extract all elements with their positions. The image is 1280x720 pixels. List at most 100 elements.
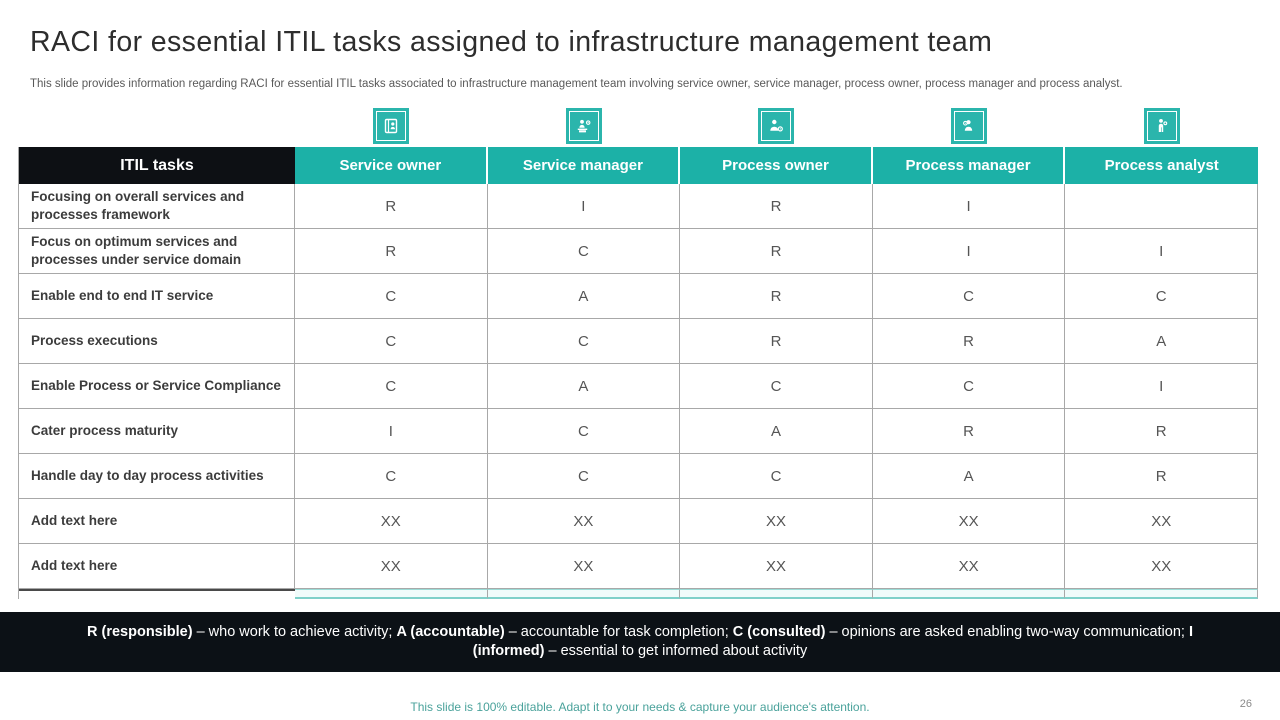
strip-cell (19, 589, 295, 599)
icon-spacer (18, 108, 295, 144)
raci-value-cell: C (1065, 274, 1258, 319)
table-row: Handle day to day process activities C C C A… (19, 454, 1258, 499)
process-manager-icon (951, 108, 988, 144)
table-row: Add text here XX XX XX XX XX (19, 499, 1258, 544)
raci-value-cell: A (680, 409, 873, 454)
raci-value-cell: XX (872, 544, 1066, 589)
raci-value-cell: A (487, 364, 681, 409)
page-number: 26 (1239, 698, 1252, 710)
task-cell: Handle day to day process activities (19, 454, 295, 499)
raci-value-cell: XX (680, 499, 873, 544)
raci-value-cell: R (295, 184, 488, 229)
raci-value-cell: XX (680, 544, 873, 589)
table-row: Process executions C C R R A (19, 319, 1258, 364)
raci-value-cell (1065, 184, 1258, 229)
header-cell: Process manager (872, 147, 1066, 184)
strip-cell (487, 589, 681, 599)
task-cell: Focus on optimum services and processes … (19, 229, 295, 274)
table-row: Focusing on overall services and process… (19, 184, 1258, 229)
task-cell: Add text here (19, 544, 295, 589)
header-cell: Service manager (487, 147, 681, 184)
strip-cell (295, 589, 488, 599)
raci-value-cell: R (295, 229, 488, 274)
raci-value-cell: R (680, 229, 873, 274)
raci-value-cell: R (680, 274, 873, 319)
legend-term: R (responsible) (87, 624, 193, 640)
table-row: Add text here XX XX XX XX XX (19, 544, 1258, 589)
raci-value-cell: XX (872, 499, 1066, 544)
raci-value-cell: R (872, 319, 1066, 364)
task-cell: Process executions (19, 319, 295, 364)
raci-value-cell: C (295, 274, 488, 319)
legend-term: I (informed) (472, 624, 1193, 659)
legend-definition: – accountable for task completion; (504, 624, 733, 640)
raci-value-cell: I (872, 184, 1066, 229)
raci-table: ITIL tasks Service owner Service manager Pr… (18, 147, 1258, 599)
task-cell: Enable end to end IT service (19, 274, 295, 319)
raci-legend-bar: R (responsible) – who work to achieve ac… (0, 612, 1280, 672)
legend-definition: – essential to get informed about activi… (544, 643, 808, 659)
raci-value-cell: C (295, 319, 488, 364)
raci-value-cell: C (295, 364, 488, 409)
process-owner-icon (758, 108, 795, 144)
raci-value-cell: I (1065, 229, 1258, 274)
legend-definition: – opinions are asked enabling two-way co… (825, 624, 1189, 640)
table-bottom-strip (19, 589, 1258, 599)
table-header-row: ITIL tasks Service owner Service manager Pr… (19, 147, 1258, 184)
raci-value-cell: A (1065, 319, 1258, 364)
process-analyst-icon (1143, 108, 1180, 144)
table-body: Focusing on overall services and process… (19, 184, 1258, 589)
raci-value-cell: XX (1065, 499, 1258, 544)
legend-term: C (consulted) (732, 624, 826, 640)
raci-value-cell: XX (487, 544, 681, 589)
raci-value-cell: C (680, 454, 873, 499)
header-cell: Process owner (680, 147, 873, 184)
task-cell: Enable Process or Service Compliance (19, 364, 295, 409)
raci-value-cell: XX (295, 544, 488, 589)
raci-value-cell: I (1065, 364, 1258, 409)
header-cell: Process analyst (1065, 147, 1258, 184)
raci-value-cell: R (1065, 409, 1258, 454)
raci-value-cell: C (487, 229, 681, 274)
raci-value-cell: C (487, 409, 681, 454)
raci-value-cell: A (487, 274, 681, 319)
legend-definition: – who work to achieve activity; (192, 624, 397, 640)
raci-value-cell: C (487, 319, 681, 364)
raci-value-cell: R (1065, 454, 1258, 499)
raci-value-cell: C (295, 454, 488, 499)
task-cell: Add text here (19, 499, 295, 544)
strip-cell (1065, 589, 1258, 599)
table-row: Enable end to end IT service C A R C C (19, 274, 1258, 319)
raci-value-cell: C (872, 274, 1066, 319)
table-row: Focus on optimum services and processes … (19, 229, 1258, 274)
table-row: Enable Process or Service Compliance C A C C… (19, 364, 1258, 409)
raci-value-cell: XX (487, 499, 681, 544)
editable-note: This slide is 100% editable. Adapt it to… (410, 700, 870, 714)
raci-value-cell: XX (1065, 544, 1258, 589)
raci-value-cell: R (680, 319, 873, 364)
raci-value-cell: XX (295, 499, 488, 544)
header-cell-itil-tasks: ITIL tasks (19, 147, 295, 184)
raci-legend-text: R (responsible) – who work to achieve ac… (73, 623, 1208, 661)
strip-cell (872, 589, 1066, 599)
table-row: Cater process maturity I C A R R (19, 409, 1258, 454)
raci-value-cell: I (295, 409, 488, 454)
raci-value-cell: C (872, 364, 1066, 409)
raci-value-cell: C (680, 364, 873, 409)
raci-value-cell: I (487, 184, 681, 229)
column-icon-row (18, 108, 1258, 144)
raci-value-cell: R (680, 184, 873, 229)
raci-value-cell: C (487, 454, 681, 499)
task-cell: Cater process maturity (19, 409, 295, 454)
header-cell: Service owner (295, 147, 488, 184)
page-title: RACI for essential ITIL tasks assigned t… (30, 26, 993, 58)
page-subtitle: This slide provides information regardin… (30, 78, 1123, 90)
raci-value-cell: R (872, 409, 1066, 454)
legend-term: A (accountable) (396, 624, 505, 640)
raci-value-cell: A (872, 454, 1066, 499)
service-owner-icon (373, 108, 410, 144)
strip-cell (680, 589, 873, 599)
raci-value-cell: I (872, 229, 1066, 274)
service-manager-icon (565, 108, 602, 144)
